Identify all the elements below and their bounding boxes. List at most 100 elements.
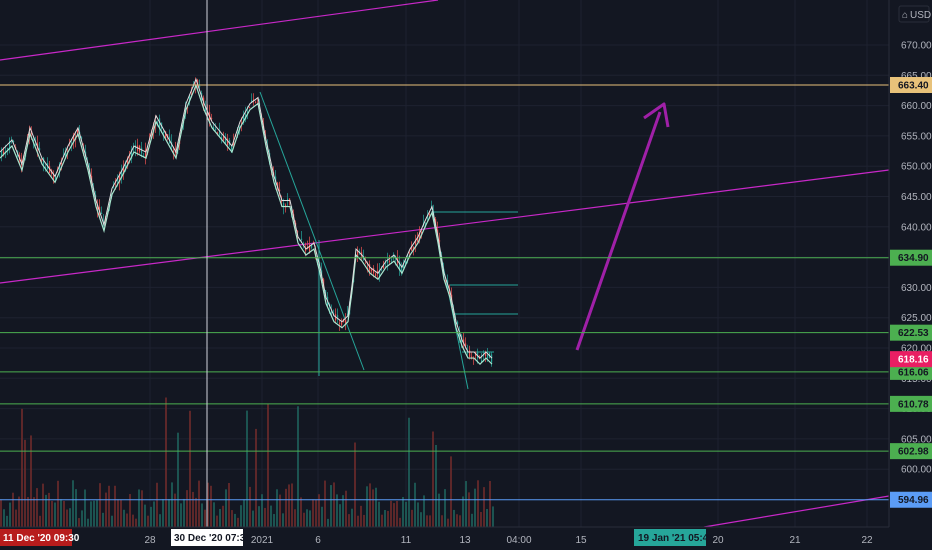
volume-bar xyxy=(459,515,461,527)
volume-bar xyxy=(294,509,296,527)
price-tick-label: 625.00 xyxy=(901,313,932,324)
volume-bar xyxy=(462,496,464,527)
candle-body xyxy=(125,164,127,171)
price-level-tag xyxy=(890,395,932,412)
price-level-tag xyxy=(890,443,932,460)
price-level-tag-label: 594.96 xyxy=(898,495,929,506)
volume-bar xyxy=(465,481,467,527)
volume-bar xyxy=(396,500,398,527)
candle-body xyxy=(301,238,303,240)
lower-channel-line[interactable] xyxy=(703,495,890,528)
volume-bar xyxy=(342,495,344,527)
time-tick-label: 2021 xyxy=(251,535,274,546)
candle-body xyxy=(217,132,219,134)
left-date-tag: 11 Dec '20 09:30 xyxy=(0,529,80,546)
volume-bar xyxy=(189,410,191,527)
candle-body xyxy=(487,354,489,358)
candle-body xyxy=(113,186,115,188)
volume-bar xyxy=(366,486,368,527)
price-level-tag-label: 663.40 xyxy=(898,80,929,91)
volume-bar xyxy=(252,510,254,527)
candle-series xyxy=(0,77,493,367)
candle-body xyxy=(317,259,319,262)
candle-body xyxy=(213,127,215,129)
candle-body xyxy=(309,244,311,253)
volume-bar xyxy=(264,507,266,527)
volume-bar xyxy=(99,483,101,527)
volume-bar xyxy=(276,489,278,527)
time-tick-label: 28 xyxy=(144,535,156,546)
price-level-tag xyxy=(890,324,932,341)
candle-body xyxy=(383,265,385,268)
volume-bar xyxy=(129,494,131,527)
volume-bar xyxy=(57,480,59,527)
volume-bar xyxy=(12,492,14,527)
candle-body xyxy=(347,313,349,315)
time-tick-label: 20 xyxy=(712,535,724,546)
candle-body xyxy=(215,129,217,131)
candle-body xyxy=(249,107,251,109)
candle-body xyxy=(385,262,387,264)
candle-body xyxy=(205,108,207,111)
volume-bar xyxy=(423,495,425,527)
candle-body xyxy=(375,273,377,277)
volume-bar xyxy=(27,496,29,527)
volume-bar xyxy=(249,486,251,527)
volume-bar xyxy=(135,518,137,527)
volume-bar xyxy=(219,508,221,527)
lock-icon: ⌂ xyxy=(902,10,908,21)
candle-body xyxy=(345,320,347,324)
candle-body xyxy=(173,150,175,153)
price-level-tag-label: 622.53 xyxy=(898,328,929,339)
projection-arrow-shaft[interactable] xyxy=(575,111,662,351)
volume-bar xyxy=(144,504,146,527)
middle-channel-line[interactable] xyxy=(0,169,890,284)
volume-bar xyxy=(69,508,71,527)
volume-bar xyxy=(318,494,320,527)
volume-bar xyxy=(468,492,470,527)
candle-body xyxy=(61,162,63,164)
candle-body xyxy=(33,139,35,142)
horizontal-price-lines[interactable] xyxy=(0,84,889,501)
volume-bar xyxy=(195,497,197,527)
candle-body xyxy=(339,322,341,324)
volume-bar xyxy=(126,513,128,527)
volume-bar xyxy=(336,494,338,527)
candle-body xyxy=(337,315,339,318)
candle-body xyxy=(223,135,225,141)
time-tick-label: 6 xyxy=(315,535,321,546)
candle-body xyxy=(253,99,255,101)
volume-bar xyxy=(210,485,212,527)
volume-bar xyxy=(339,504,341,527)
volume-bar xyxy=(147,515,149,527)
volume-bar xyxy=(384,510,386,527)
candle-body xyxy=(311,244,313,248)
candle-body xyxy=(233,141,235,146)
volume-bar xyxy=(174,493,176,527)
candle-body xyxy=(221,137,223,140)
candle-body xyxy=(81,137,83,139)
candle-body xyxy=(279,189,281,192)
price-tick-label: 600.00 xyxy=(901,465,932,476)
candle-body xyxy=(7,147,9,149)
volume-bar xyxy=(267,404,269,527)
volume-bar xyxy=(231,510,233,527)
volume-bar xyxy=(348,514,350,527)
candle-body xyxy=(481,360,483,363)
volume-bar xyxy=(390,500,392,527)
right-date-tag: 19 Jan '21 05:45 xyxy=(634,529,714,546)
price-tick-label: 660.00 xyxy=(901,101,932,112)
volume-bar xyxy=(435,444,437,527)
candle-body xyxy=(417,237,419,242)
projection-arrow-head[interactable] xyxy=(643,102,670,128)
volume-bar xyxy=(438,493,440,527)
candle-body xyxy=(3,151,5,155)
upper-channel-line[interactable] xyxy=(0,0,439,61)
volume-bar xyxy=(372,489,374,527)
currency-selector[interactable]: ⌂ USD xyxy=(898,5,931,23)
volume-bar xyxy=(306,509,308,527)
volume-bar xyxy=(60,499,62,527)
volume-bar xyxy=(285,488,287,527)
